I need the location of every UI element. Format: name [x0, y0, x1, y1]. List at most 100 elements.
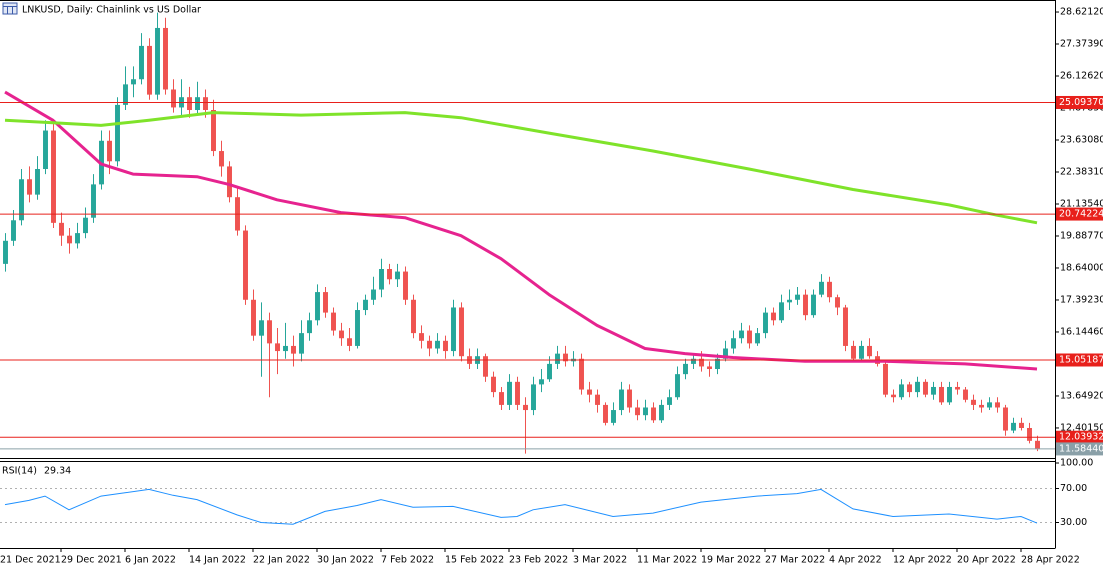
candle-body [563, 353, 568, 362]
candle-body [555, 353, 560, 364]
candle-body [91, 184, 96, 218]
y-tick-label: 100.00 [1060, 458, 1093, 469]
candle-body [395, 271, 400, 280]
y-tick-label: 30.00 [1060, 517, 1087, 528]
candle-body [747, 330, 752, 344]
candle-body [787, 299, 792, 303]
x-tick-label: 4 Apr 2022 [829, 555, 882, 566]
candle-body [771, 312, 776, 321]
rsi-value: 29.34 [44, 466, 71, 477]
moving-average [4, 111, 1038, 225]
candle-body [779, 302, 784, 321]
candle-body [67, 235, 72, 244]
price-level-box [1056, 353, 1103, 367]
candle-body [963, 389, 968, 400]
candle-body [411, 299, 416, 334]
candle-body [59, 222, 64, 236]
candle-body [1003, 407, 1008, 431]
candle-body [635, 407, 640, 416]
candle-body [35, 168, 40, 195]
candle-body [187, 97, 192, 111]
candle-body [459, 307, 464, 357]
y-tick-label: 28.62120 [1060, 7, 1103, 18]
price-level-label: 15.05187 [1059, 354, 1103, 365]
candle-body [723, 348, 728, 359]
candle-body [1035, 440, 1040, 449]
candle-body [659, 404, 664, 421]
y-tick-label: 27.37390 [1060, 39, 1103, 50]
candle-body [123, 84, 128, 105]
price-level-box [1056, 207, 1103, 221]
candle-body [763, 312, 768, 334]
candle-body [1027, 427, 1032, 441]
candle-body [851, 345, 856, 359]
y-tick-label: 21.13540 [1060, 198, 1103, 209]
x-tick-label: 28 Apr 2022 [1021, 555, 1080, 566]
candle-body [403, 271, 408, 300]
candle-body [731, 338, 736, 349]
candle-body [891, 394, 896, 398]
rsi-name: RSI(14) [2, 466, 37, 477]
candle-body [3, 240, 8, 264]
candle-body [515, 381, 520, 405]
candle-body [907, 384, 912, 393]
candle-body [795, 294, 800, 300]
candle-body [667, 397, 672, 405]
candle-body [643, 407, 648, 416]
x-tick-label: 27 Mar 2022 [765, 555, 825, 566]
x-tick-label: 30 Jan 2022 [317, 555, 374, 566]
candle-body [827, 281, 832, 298]
candle-body [307, 320, 312, 334]
candle-body [51, 130, 56, 223]
candle-body [699, 358, 704, 367]
candle-body [291, 345, 296, 354]
candle-body [339, 330, 344, 339]
y-tick-label: 12.40150 [1060, 422, 1103, 433]
rsi-line [4, 488, 1038, 525]
candle-body [435, 340, 440, 349]
candle-body [987, 402, 992, 408]
candle-body [899, 384, 904, 398]
candle-body [859, 345, 864, 359]
bid-box [1056, 442, 1103, 456]
candle-body [595, 394, 600, 405]
candle-body [347, 338, 352, 346]
candle-body [835, 297, 840, 308]
candle-body [11, 220, 16, 241]
candle-body [267, 320, 272, 344]
candle-body [547, 363, 552, 380]
x-tick-label: 23 Feb 2022 [509, 555, 568, 566]
candle-body [211, 110, 216, 152]
x-tick-label: 15 Feb 2022 [445, 555, 504, 566]
x-tick-label: 22 Jan 2022 [253, 555, 310, 566]
x-tick-label: 11 Mar 2022 [637, 555, 697, 566]
candle-body [707, 366, 712, 370]
x-tick-label: 14 Jan 2022 [189, 555, 246, 566]
candle-body [443, 340, 448, 352]
candle-body [331, 312, 336, 331]
candle-body [299, 333, 304, 354]
x-tick-label: 21 Dec 2021 [0, 555, 61, 566]
chart-title: LNKUSD, Daily: Chainlink vs US Dollar [22, 5, 201, 16]
candle-body [539, 379, 544, 385]
candle-body [379, 269, 384, 290]
y-tick-label: 18.64000 [1060, 262, 1103, 273]
candle-body [227, 166, 232, 198]
candle-body [283, 345, 288, 352]
candle-body [507, 381, 512, 405]
price-level-box [1056, 95, 1103, 109]
candle-body [923, 381, 928, 395]
candle-body [323, 292, 328, 313]
candle-body [419, 333, 424, 341]
candle-body [675, 374, 680, 398]
candle-body [1019, 422, 1024, 428]
y-tick-label: 13.64920 [1060, 390, 1103, 401]
candle-body [107, 140, 112, 162]
candle-body [739, 330, 744, 339]
candle-body [867, 345, 872, 357]
moving-average [4, 90, 1038, 371]
x-tick-label: 12 Apr 2022 [893, 555, 952, 566]
candle-body [203, 97, 208, 111]
candle-body [971, 399, 976, 405]
